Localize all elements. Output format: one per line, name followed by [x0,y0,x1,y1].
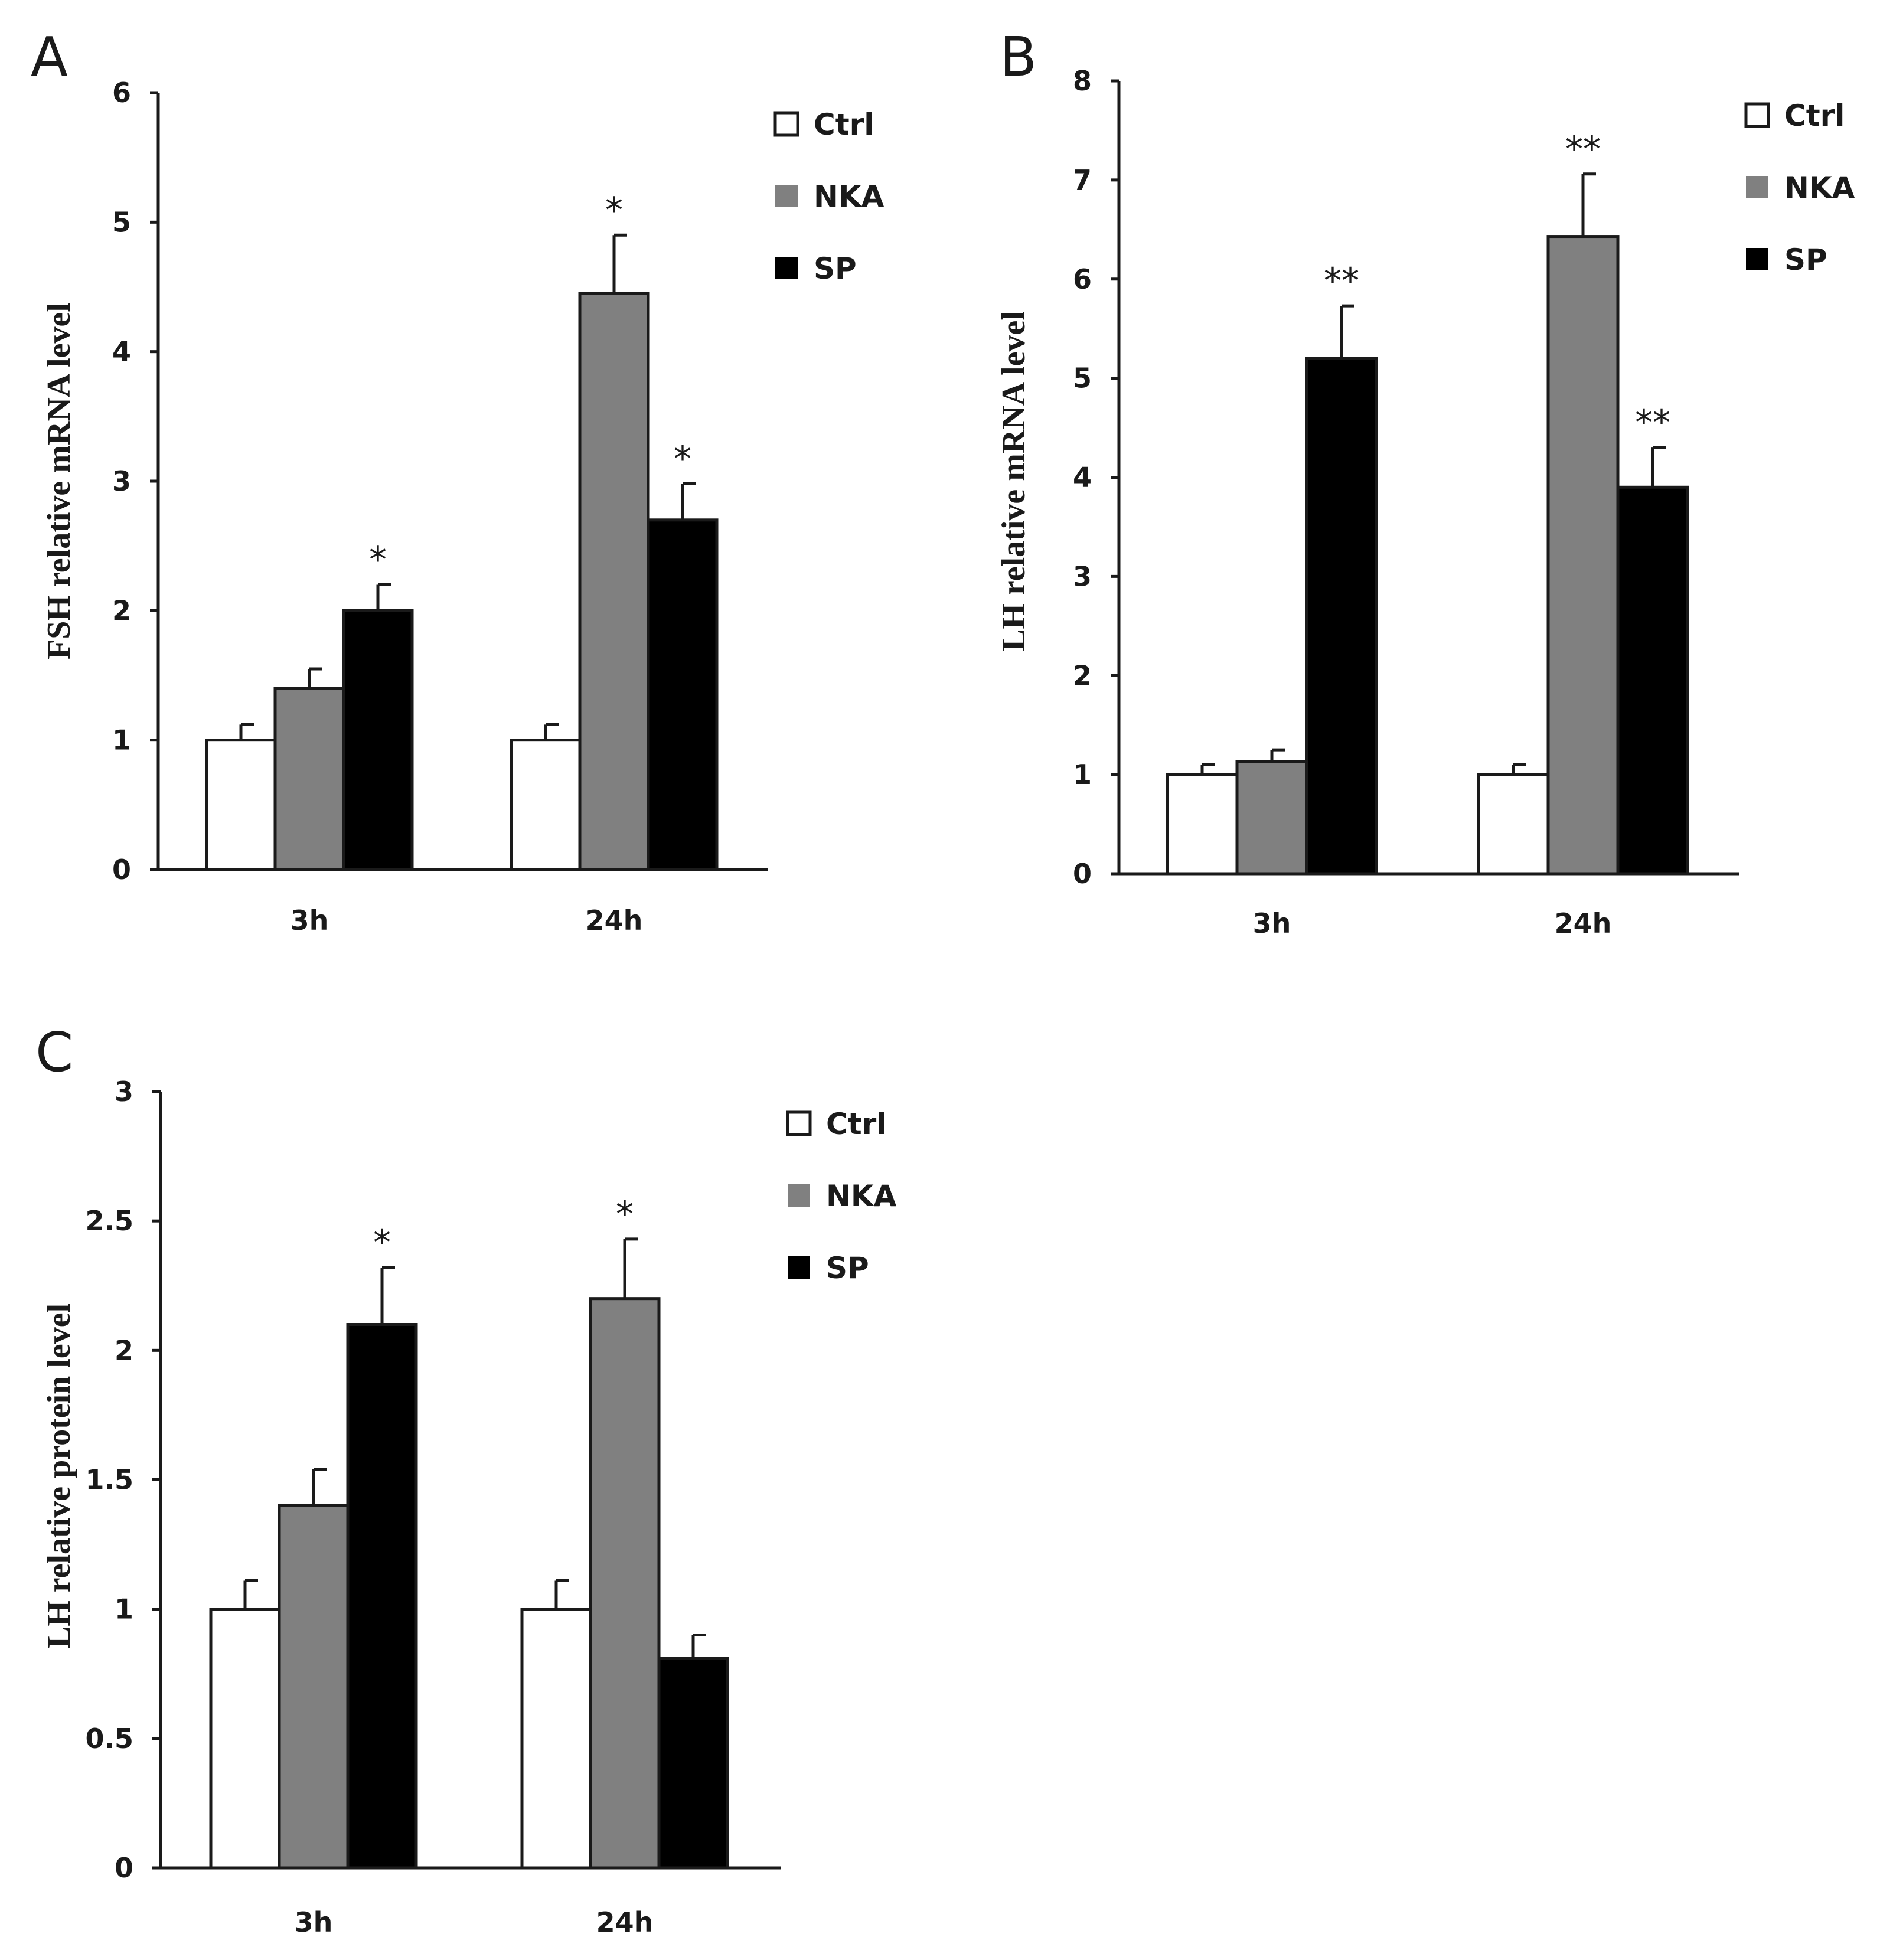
y-tick-label: 3 [112,465,131,497]
bar-ctrl-3h [205,739,277,871]
y-tick-label: 5 [1073,362,1092,394]
x-tick-label: 24h [1555,907,1612,939]
panel-label: A [31,25,68,89]
panel-c: C LH relative protein level 0 0.5 1 1.5 2 2.5 3 *… [35,1021,897,1938]
legend-swatch-ctrl [786,1110,812,1136]
panel-label: C [35,1021,73,1084]
bar-ctrl-24h [1477,773,1550,876]
y-tick-label: 1 [1073,759,1092,790]
significance-marker: * [616,1194,634,1235]
legend-swatch-sp [788,1256,810,1279]
significance-marker: ** [1635,402,1670,443]
y-tick-label: 6 [112,77,131,109]
y-axis-label: LH relative mRNA level [996,311,1032,651]
legend-label-nka: NKA [1784,171,1855,205]
legend-label-nka: NKA [826,1179,897,1213]
legend-swatch-ctrl [1744,102,1770,128]
legend-swatch-nka [1746,176,1768,198]
bar-sp-24h [647,518,719,871]
significance-marker: * [373,1222,391,1263]
legend-label-ctrl: Ctrl [826,1107,886,1141]
y-tick-label: 3 [1073,560,1092,592]
x-tick-label: 3h [291,904,329,936]
legend-label-sp: SP [1784,243,1827,277]
y-tick-label: 5 [112,206,131,238]
bar-sp-24h [1616,485,1689,876]
panel-a: A FSH relative mRNA level 0 1 2 3 4 5 6 * 3h * * 24h C… [31,25,884,936]
y-tick-label: 0.5 [86,1723,134,1755]
y-tick-label: 2 [115,1334,133,1366]
x-tick-label: 3h [1253,907,1291,939]
significance-marker: * [605,190,623,231]
legend-label-ctrl: Ctrl [814,107,874,142]
bar-sp-3h [1305,357,1378,876]
legend-label-ctrl: Ctrl [1784,99,1845,133]
y-axis-label: LH relative protein level [41,1304,77,1648]
significance-marker: ** [1565,129,1601,170]
bar-ctrl-24h [510,739,582,871]
significance-marker: ** [1324,260,1359,302]
legend-swatch-nka [788,1184,810,1207]
y-tick-label: 4 [1073,462,1092,494]
y-tick-label: 1 [112,724,131,756]
y-tick-label: 0 [115,1852,133,1884]
legend-label-nka: NKA [814,179,884,214]
legend-label-sp: SP [826,1251,869,1285]
y-tick-label: 1 [115,1593,133,1625]
legend-swatch-nka [775,185,798,207]
legend-label-sp: SP [814,251,857,286]
y-tick-label: 2 [112,594,131,626]
y-tick-label: 0 [112,854,131,886]
y-tick-label: 1.5 [86,1464,134,1496]
significance-marker: * [674,438,691,479]
bar-ctrl-24h [520,1608,592,1870]
x-tick-label: 3h [295,1906,333,1938]
bar-nka-3h [278,1504,350,1870]
bar-sp-24h [657,1657,729,1870]
bar-nka-24h [589,1297,661,1870]
significance-marker: * [369,539,387,580]
y-tick-label: 4 [112,336,131,368]
bar-nka-3h [273,687,345,871]
panel-b: B LH relative mRNA level 0 1 2 3 4 5 6 7 8 ** 3h ** **… [996,25,1855,939]
y-tick-label: 0 [1073,858,1092,890]
legend-swatch-sp [775,257,798,279]
bar-ctrl-3h [1166,773,1239,876]
y-tick-label: 6 [1073,263,1092,295]
bar-nka-3h [1235,760,1308,876]
y-tick-label: 2 [1073,659,1092,691]
x-tick-label: 24h [596,1906,654,1938]
y-tick-label: 7 [1073,164,1092,196]
legend-swatch-sp [1746,248,1768,270]
y-axis-label: FSH relative mRNA level [41,303,77,659]
bar-sp-3h [342,609,414,871]
bar-sp-3h [346,1323,418,1870]
bar-nka-24h [578,292,650,871]
x-tick-label: 24h [586,904,643,936]
bar-ctrl-3h [209,1608,281,1870]
y-tick-label: 3 [115,1076,133,1108]
y-tick-label: 2.5 [86,1205,134,1237]
panel-label: B [1000,25,1037,89]
y-tick-label: 8 [1073,65,1092,97]
bar-nka-24h [1546,235,1620,876]
legend-swatch-ctrl [773,111,799,137]
